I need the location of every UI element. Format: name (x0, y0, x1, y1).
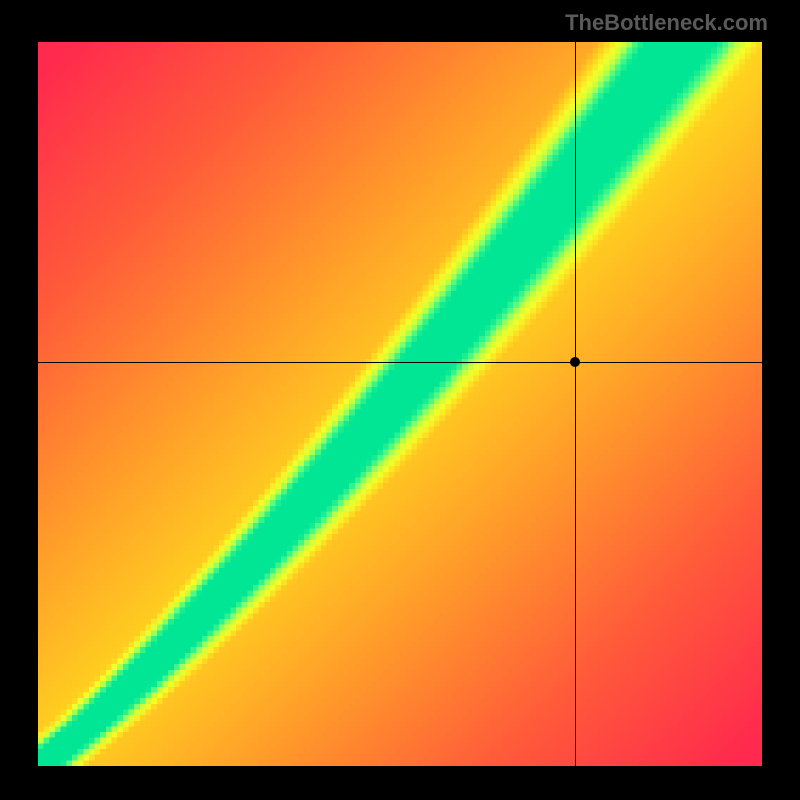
watermark-text: TheBottleneck.com (565, 10, 768, 36)
bottleneck-heatmap (38, 42, 762, 766)
bottleneck-heatmap-container: { "watermark": { "text": "TheBottleneck.… (0, 0, 800, 800)
selected-point-marker (570, 357, 580, 367)
crosshair-horizontal-line (38, 362, 762, 363)
crosshair-vertical-line (575, 42, 576, 766)
